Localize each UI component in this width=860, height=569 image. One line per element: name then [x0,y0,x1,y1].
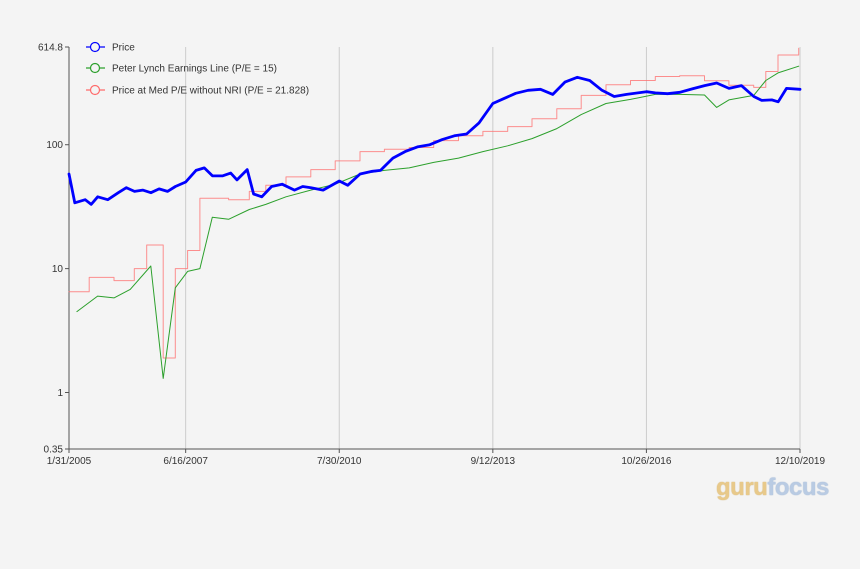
legend-item-price[interactable]: Price [86,41,135,54]
x-tick-label: 6/16/2007 [163,456,208,467]
legend-label-price: Price [112,43,135,54]
x-tick-label: 7/30/2010 [317,456,362,467]
series-line-medpe[interactable] [68,47,800,359]
x-tick-label: 10/26/2016 [621,456,671,467]
y-tick-label: 0.35 [44,445,64,456]
series-line-price[interactable] [67,75,802,206]
legend-label-lynch: Peter Lynch Earnings Line (P/E = 15) [112,64,277,75]
legend-item-lynch[interactable]: Peter Lynch Earnings Line (P/E = 15) [86,62,277,75]
legend-label-medpe: Price at Med P/E without NRI (P/E = 21.8… [112,86,309,97]
grid-lines [185,47,801,449]
y-tick-label: 100 [46,140,63,151]
legend-marker-icon [89,62,101,74]
x-tick-label: 12/10/2019 [775,456,825,467]
gurufocus-logo: gurufocus [716,474,829,502]
legend: Price Peter Lynch Earnings Line (P/E = 1… [86,41,309,97]
x-tick-label: 9/12/2013 [471,456,516,467]
logo-text-guru: guru [716,474,768,501]
logo-text-focus: focus [767,474,829,501]
y-tick-label: 1 [57,388,63,399]
series-line-lynch[interactable] [76,65,800,379]
legend-item-medpe[interactable]: Price at Med P/E without NRI (P/E = 21.8… [86,84,309,97]
legend-marker-icon [89,84,101,96]
x-tick-label: 1/31/2005 [47,456,92,467]
y-tick-label: 614.8 [38,43,63,54]
y-tick-label: 10 [52,264,64,275]
legend-marker-icon [89,41,101,53]
axes: 0.35 1 10 100 614.8 1/31/2005 6/16/2007 7/30/20… [38,43,825,468]
series-layer [67,47,802,379]
